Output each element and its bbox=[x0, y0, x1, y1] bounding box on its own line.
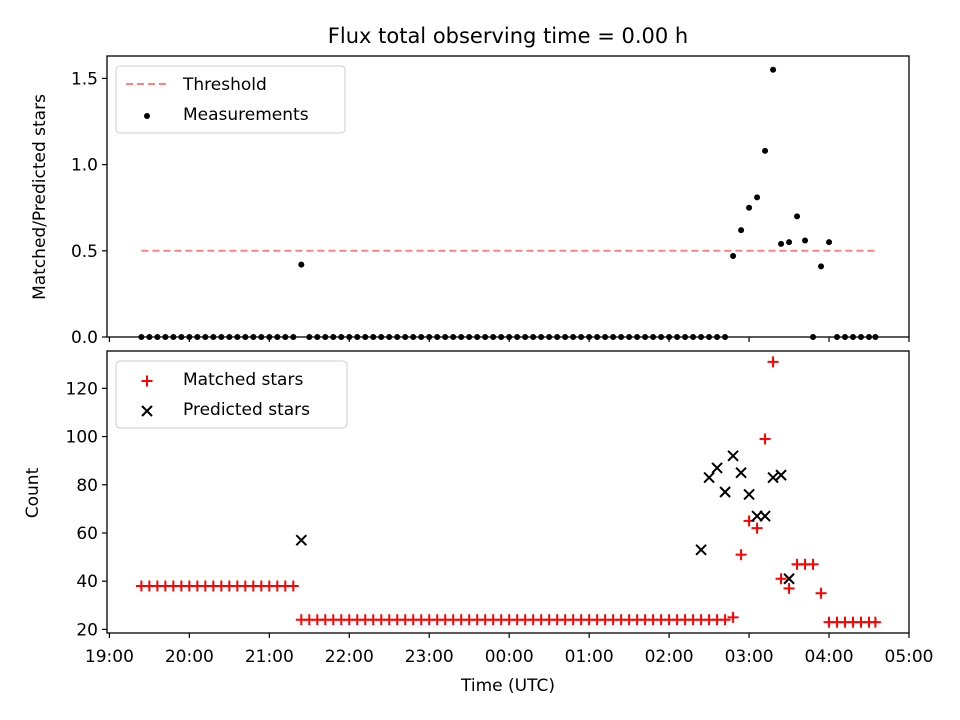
measurement-point bbox=[794, 213, 801, 220]
predicted-star-point bbox=[775, 469, 787, 481]
count-legend-box bbox=[115, 360, 348, 429]
measurement-point bbox=[786, 239, 793, 246]
count-y-axis-label: Count bbox=[23, 467, 43, 518]
predicted-legend-cross bbox=[141, 405, 153, 417]
predicted-legend-marker bbox=[141, 405, 153, 417]
measurement-point bbox=[770, 66, 777, 73]
x-tick-label: 02:00 bbox=[645, 647, 694, 667]
measurement-point bbox=[802, 237, 809, 244]
measurement-point bbox=[818, 263, 825, 270]
ratio-y-tick-label: 1.5 bbox=[71, 69, 98, 89]
x-tick-label: 21:00 bbox=[245, 647, 294, 667]
predicted-star-point bbox=[767, 471, 779, 484]
x-tick-label: 20:00 bbox=[165, 647, 214, 667]
predicted-star-point bbox=[703, 471, 715, 484]
matched-legend-plus bbox=[141, 375, 153, 387]
matched-star-point bbox=[869, 616, 881, 628]
ratio-y-tick-label: 1.0 bbox=[71, 156, 98, 176]
measurement-point bbox=[826, 239, 833, 246]
predicted-star-point bbox=[783, 573, 795, 585]
measurement-point bbox=[754, 194, 761, 201]
count-panel: 20 40 60 80 100 120 19:00 20:00 21:00 22:00 23:00… bbox=[23, 350, 934, 696]
x-tick-label: 03:00 bbox=[725, 647, 774, 667]
x-axis-label: Time (UTC) bbox=[460, 676, 555, 696]
count-plot-frame bbox=[106, 350, 910, 634]
matched-star-point bbox=[719, 614, 731, 626]
ratio-legend: Threshold Measurements bbox=[115, 65, 346, 134]
matched-star-point bbox=[735, 549, 747, 561]
count-y-tick-label: 80 bbox=[76, 476, 98, 496]
chart-title: Flux total observing time = 0.00 h bbox=[328, 24, 688, 48]
count-y-tick-label: 40 bbox=[76, 572, 98, 592]
matched-star-point bbox=[775, 573, 787, 585]
measurement-point bbox=[298, 261, 305, 268]
matched-star-point bbox=[815, 587, 827, 599]
matched-star-point bbox=[727, 611, 739, 623]
ratio-legend-box bbox=[115, 65, 346, 134]
predicted-star-point bbox=[295, 534, 308, 546]
predicted-star-point bbox=[727, 450, 739, 462]
count-y-tick-label: 100 bbox=[66, 428, 98, 448]
matched-star-point bbox=[759, 433, 771, 445]
x-tick-label: 19:00 bbox=[85, 647, 134, 667]
x-tick-label: 01:00 bbox=[565, 647, 614, 667]
predicted-star-point bbox=[759, 510, 771, 522]
matched-star-point bbox=[751, 522, 763, 534]
predicted-star-point bbox=[695, 544, 707, 556]
matched-legend-label: Matched stars bbox=[183, 370, 303, 390]
predicted-legend-label: Predicted stars bbox=[183, 400, 310, 420]
threshold-legend-label: Threshold bbox=[182, 75, 267, 95]
matched-star-point bbox=[287, 580, 299, 592]
count-y-tick-label: 120 bbox=[66, 379, 98, 399]
ratio-y-tick-label: 0.5 bbox=[71, 242, 98, 262]
ratio-y-axis-label: Matched/Predicted stars bbox=[30, 94, 50, 300]
predicted-star-point bbox=[711, 462, 723, 474]
measurements-legend-marker bbox=[144, 113, 150, 119]
ratio-y-tick-label: 0.0 bbox=[71, 328, 98, 348]
count-y-tick-label: 20 bbox=[76, 620, 98, 640]
x-tick-label: 00:00 bbox=[485, 647, 534, 667]
count-legend: Matched stars Predicted stars bbox=[115, 360, 348, 429]
predicted-star-point bbox=[719, 486, 731, 498]
x-tick-label: 22:00 bbox=[325, 647, 374, 667]
predicted-star-point bbox=[743, 488, 755, 501]
matched-legend-marker bbox=[141, 375, 153, 387]
matched-star-point bbox=[807, 558, 819, 570]
measurement-point bbox=[738, 227, 745, 234]
measurement-point bbox=[778, 240, 785, 247]
measurement-point bbox=[762, 147, 769, 154]
matched-star-point bbox=[783, 582, 795, 594]
ratio-plot-frame bbox=[106, 55, 910, 338]
x-tick-label: 04:00 bbox=[805, 647, 854, 667]
x-tick-label: 23:00 bbox=[405, 647, 454, 667]
ratio-panel: 0.0 0.5 1.0 1.5 Matched/Predicted stars Thr… bbox=[30, 55, 910, 348]
measurement-point bbox=[730, 252, 737, 259]
measurements-legend-label: Measurements bbox=[183, 105, 309, 125]
matched-star-point bbox=[767, 356, 779, 368]
measurement-point bbox=[746, 204, 753, 211]
predicted-star-point bbox=[735, 467, 747, 479]
x-tick-label: 05:00 bbox=[885, 647, 934, 667]
count-y-tick-label: 60 bbox=[76, 524, 98, 544]
